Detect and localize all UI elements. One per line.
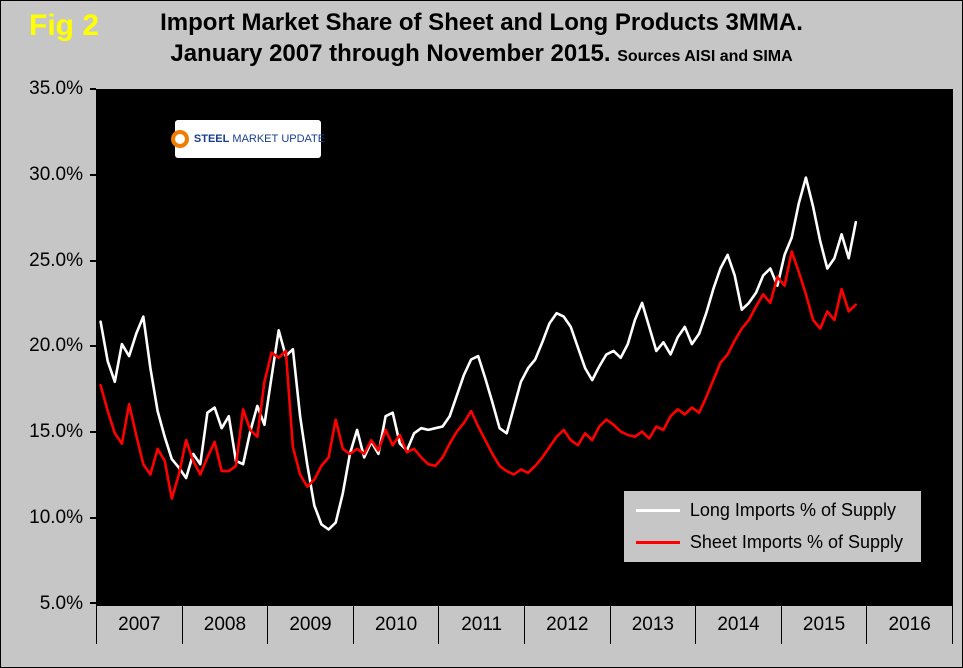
y-tick-mark	[90, 345, 96, 347]
legend: Long Imports % of Supply Sheet Imports %…	[622, 490, 922, 563]
x-year-label: 2014	[696, 606, 782, 644]
x-year-label: 2012	[525, 606, 611, 644]
x-year-label: 2013	[611, 606, 697, 644]
smu-logo-market: MARKET	[232, 133, 279, 145]
legend-label-long: Long Imports % of Supply	[689, 500, 897, 520]
y-tick-label: 35.0%	[29, 78, 83, 99]
y-tick-mark	[90, 431, 96, 433]
legend-row-long: Long Imports % of Supply	[635, 500, 903, 521]
y-tick-label: 5.0%	[39, 593, 83, 614]
smu-logo: STEEL MARKET UPDATE	[170, 120, 325, 158]
x-axis: 2007 2008 2009 2010 2011 2012 2013 2014 …	[96, 605, 953, 644]
y-tick-mark	[90, 517, 96, 519]
chart-title: Import Market Share of Sheet and Long Pr…	[1, 9, 962, 68]
y-tick-label: 10.0%	[29, 507, 83, 528]
series-line-sheet	[99, 250, 858, 500]
x-year-label: 2007	[96, 606, 183, 644]
smu-logo-update: UPDATE	[281, 133, 326, 145]
y-tick-label: 20.0%	[29, 335, 83, 356]
smu-logo-steel: STEEL	[193, 133, 230, 145]
chart-title-line2-text: January 2007 through November 2015.	[170, 40, 611, 67]
plot-svg	[99, 176, 858, 531]
y-tick-mark	[90, 88, 96, 90]
legend-row-sheet: Sheet Imports % of Supply	[635, 532, 903, 553]
y-tick-label: 30.0%	[29, 164, 83, 185]
chart-title-line2: January 2007 through November 2015. Sour…	[1, 40, 962, 68]
series-line-long	[99, 176, 858, 531]
legend-label-sheet: Sheet Imports % of Supply	[689, 532, 903, 552]
x-year-label: 2010	[354, 606, 440, 644]
legend-swatch-sheet	[635, 541, 680, 544]
x-year-label: 2008	[183, 606, 269, 644]
smu-logo-ring-icon	[170, 130, 189, 148]
sources-note: Sources AISI and SIMA	[617, 48, 793, 65]
plot-area: STEEL MARKET UPDATE Long Imports % of Su…	[96, 89, 953, 606]
x-year-label: 2011	[439, 606, 525, 644]
y-tick-mark	[90, 174, 96, 176]
y-tick-mark	[90, 602, 96, 604]
y-tick-label: 15.0%	[29, 421, 83, 442]
legend-swatch-long	[635, 509, 680, 512]
chart-title-line1: Import Market Share of Sheet and Long Pr…	[160, 9, 803, 36]
y-axis: 35.0% 30.0% 25.0% 20.0% 15.0% 10.0% 5.0%	[1, 78, 96, 614]
y-tick-label: 25.0%	[29, 250, 83, 271]
x-year-label: 2015	[782, 606, 868, 644]
y-tick-mark	[90, 260, 96, 262]
fig-number-label: Fig 2	[29, 9, 100, 42]
smu-logo-text: STEEL MARKET UPDATE	[194, 133, 325, 145]
x-year-label: 2016	[867, 606, 953, 644]
x-year-label: 2009	[268, 606, 354, 644]
